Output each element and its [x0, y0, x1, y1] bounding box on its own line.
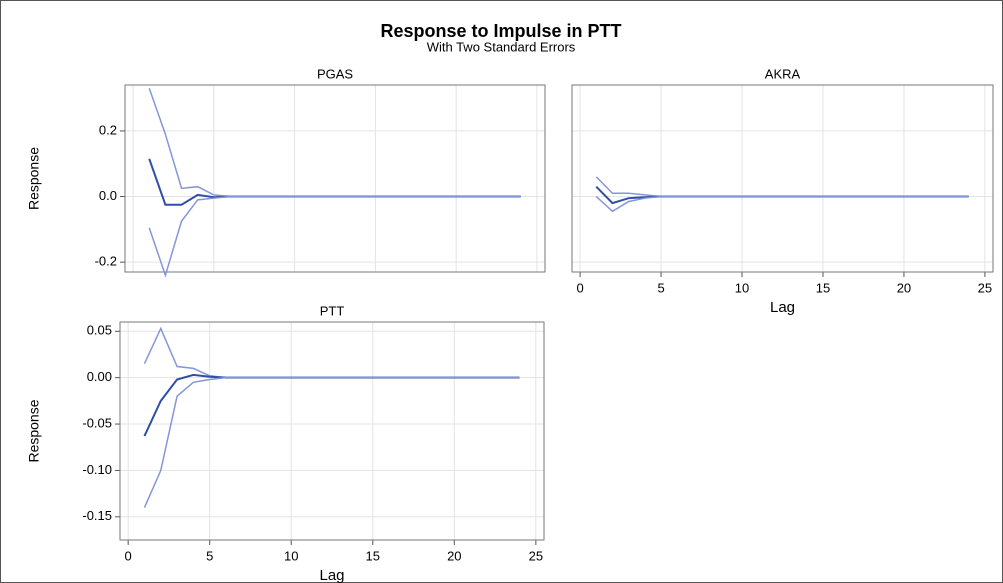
plot-frame: [571, 84, 994, 273]
y-tick-label: -0.15: [82, 508, 112, 523]
y-tick-label: 0.2: [99, 122, 117, 137]
x-axis-label: Lag: [770, 299, 795, 316]
y-tick-label: 0.00: [87, 369, 112, 384]
chart-title: Response to Impulse in PTT: [380, 21, 621, 41]
x-tick-label: 25: [529, 548, 543, 563]
series-line: [595, 195, 969, 213]
y-tick-label: -0.10: [82, 462, 112, 477]
x-tick-label: 20: [447, 548, 461, 563]
x-axis-label: Lag: [319, 567, 344, 583]
y-tick-label: 0.0: [99, 188, 117, 203]
y-tick-label: 0.05: [87, 323, 112, 338]
plot-frame: [119, 321, 545, 541]
x-tick-label: 20: [897, 280, 911, 295]
x-tick-label: 0: [125, 548, 132, 563]
plot-frame: [124, 84, 546, 273]
x-tick-label: 5: [657, 280, 664, 295]
x-tick-label: 25: [978, 280, 992, 295]
x-tick-label: 0: [576, 280, 583, 295]
x-tick-label: 15: [366, 548, 380, 563]
x-tick-label: 10: [735, 280, 749, 295]
x-tick-label: 10: [284, 548, 298, 563]
y-axis-label: Response: [26, 399, 42, 462]
series-line: [148, 195, 521, 278]
series-line: [143, 376, 520, 508]
y-tick-label: -0.05: [82, 415, 112, 430]
x-tick-label: 5: [206, 548, 213, 563]
panel-title: PGAS: [317, 66, 353, 81]
x-tick-label: 15: [816, 280, 830, 295]
y-axis-label: Response: [26, 147, 42, 210]
chart-subtitle: With Two Standard Errors: [427, 39, 576, 54]
y-tick-label: -0.2: [95, 254, 117, 269]
panel-title: AKRA: [765, 66, 801, 81]
panel-title: PTT: [320, 303, 345, 318]
